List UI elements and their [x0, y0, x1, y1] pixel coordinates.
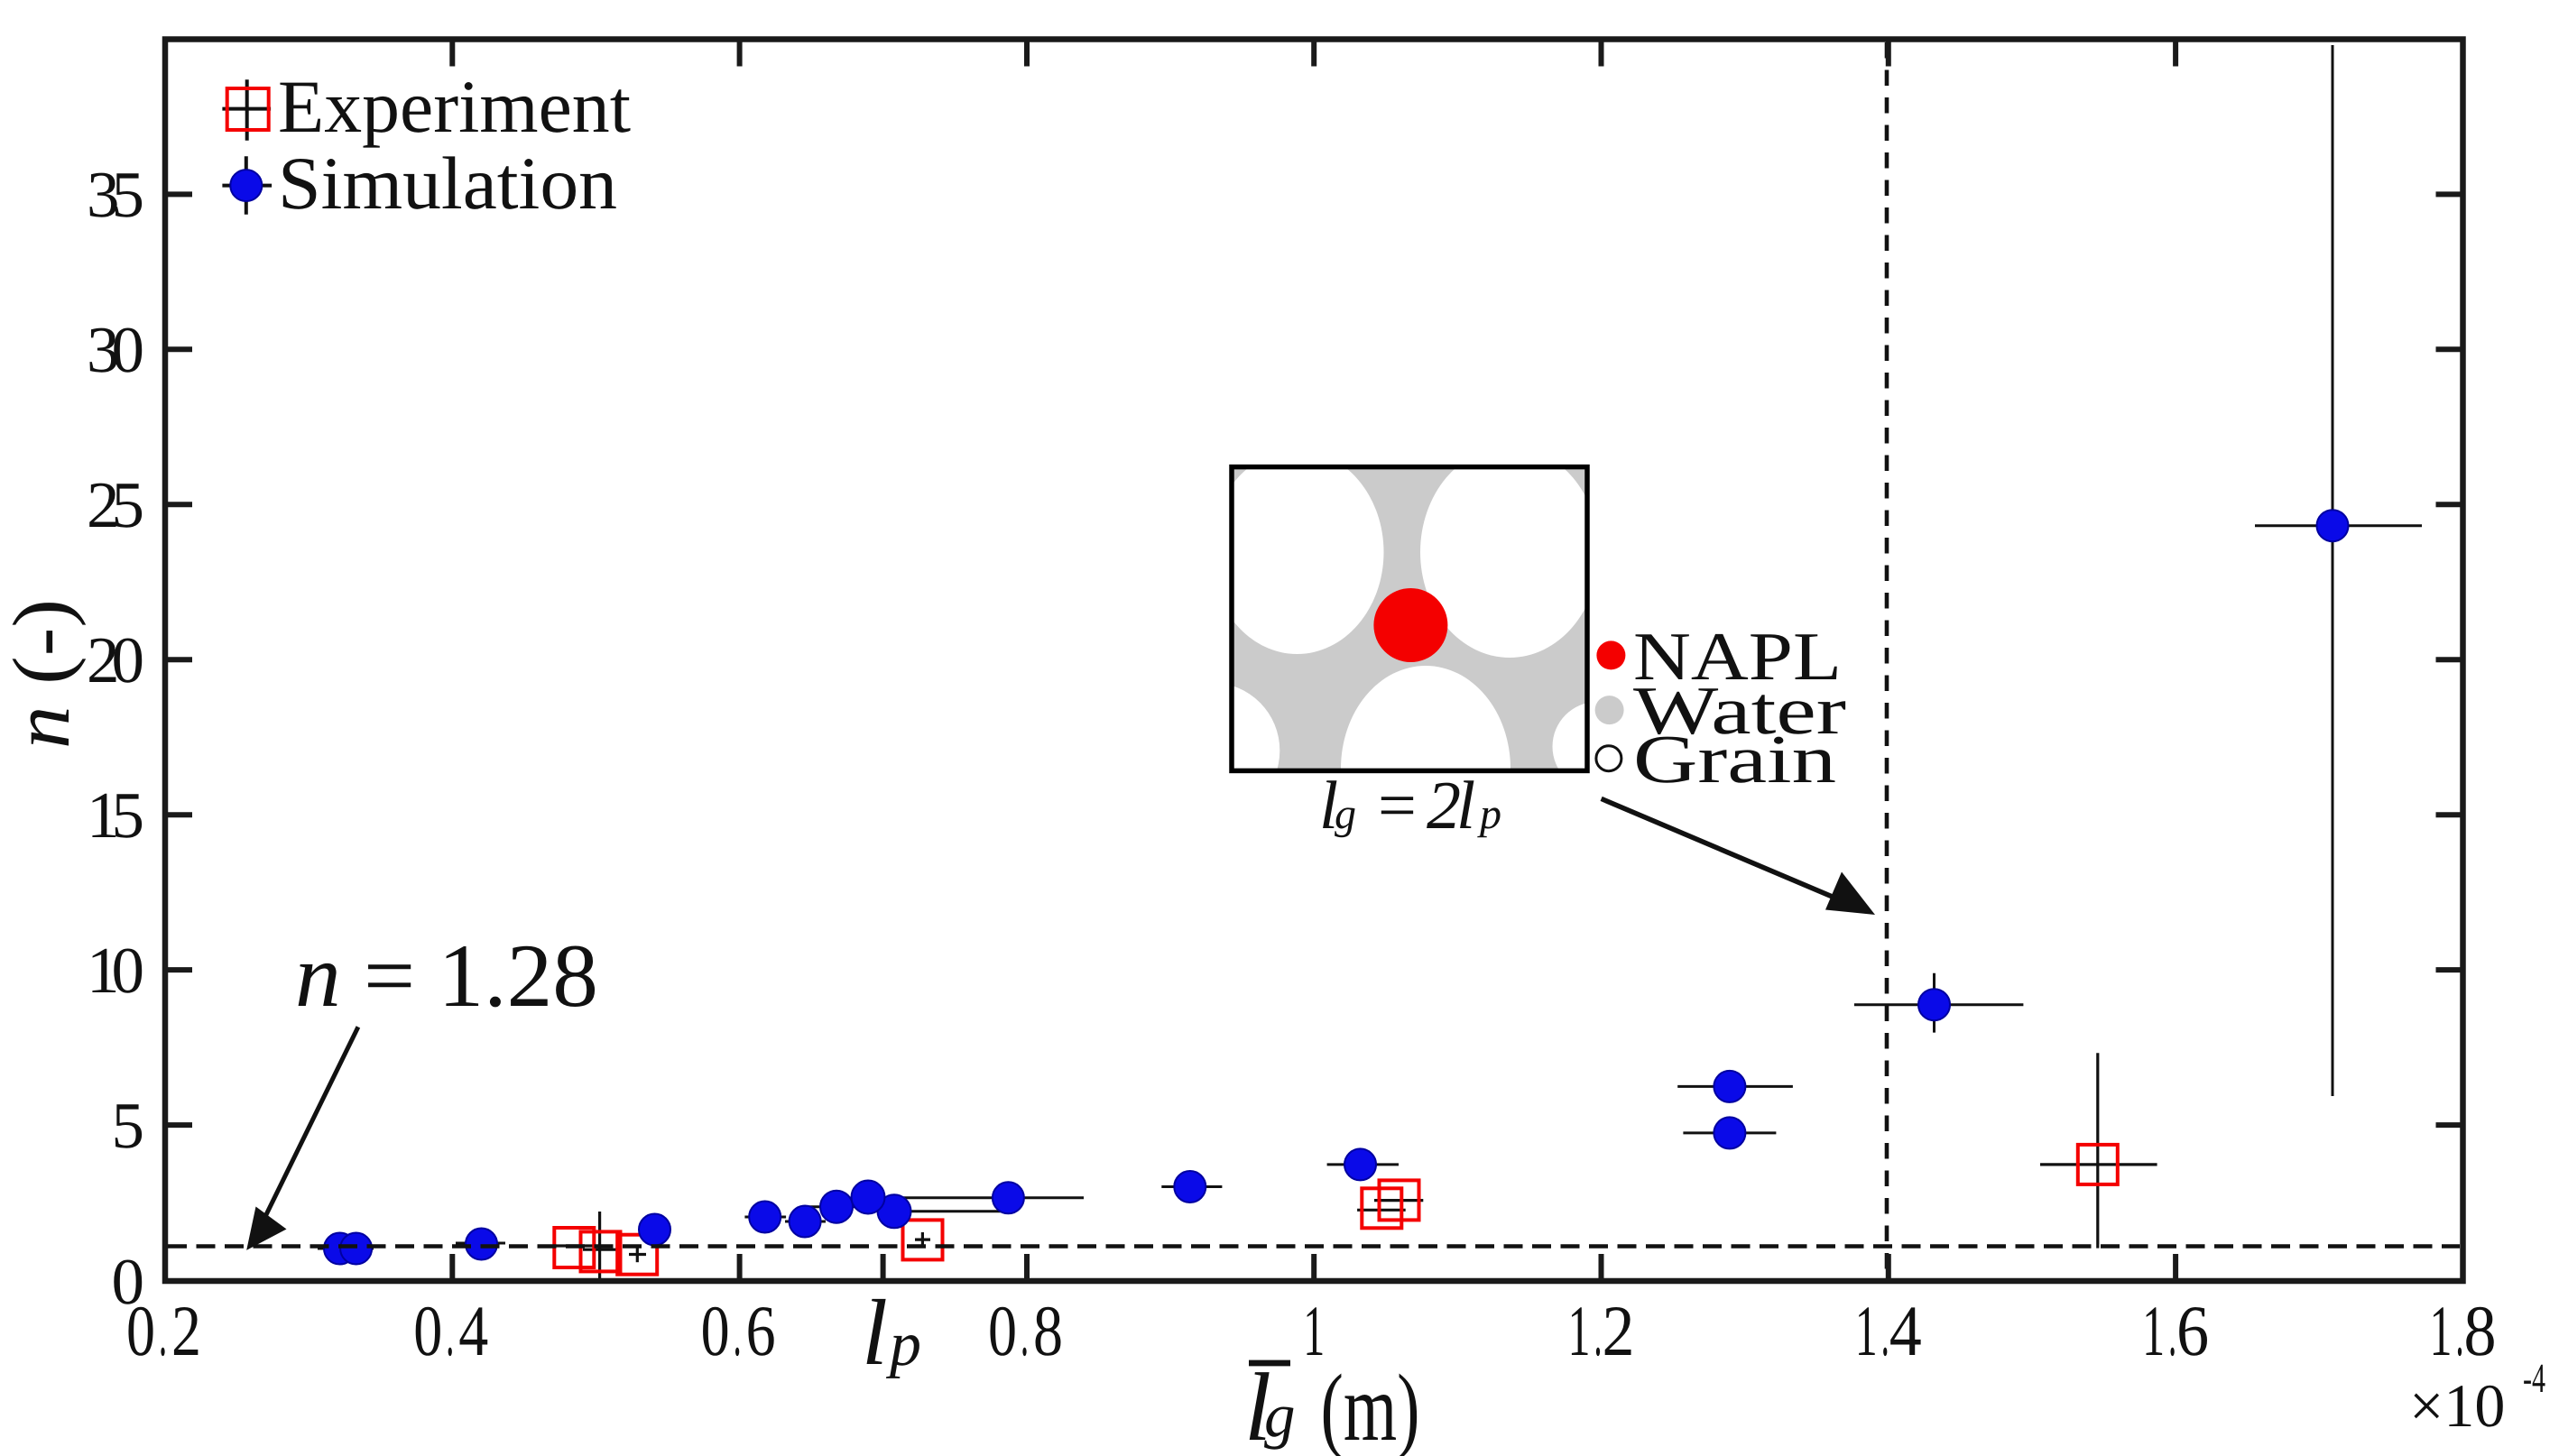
svg-text:Water: Water — [1633, 673, 1846, 749]
svg-text:1.8: 1.8 — [2430, 1292, 2497, 1371]
svg-text:Grain: Grain — [1633, 722, 1836, 797]
svg-text:Experiment: Experiment — [278, 65, 631, 148]
svg-text:1: 1 — [1303, 1292, 1325, 1371]
svg-text:-4: -4 — [2523, 1355, 2545, 1401]
svg-text:×10: ×10 — [2409, 1371, 2505, 1440]
svg-text:NAPL: NAPL — [1633, 619, 1842, 695]
svg-text:15: 15 — [87, 779, 144, 852]
svg-text:l: l — [1244, 1354, 1271, 1456]
svg-text:0.6: 0.6 — [701, 1292, 776, 1371]
svg-text:lg=2lp: lg = 2l p — [1319, 768, 1501, 843]
svg-text:l: l — [862, 1281, 888, 1385]
svg-text:0.2: 0.2 — [126, 1292, 201, 1371]
svg-text:0: 0 — [112, 1245, 145, 1318]
svg-text:n (-): n (-) — [0, 599, 87, 749]
svg-text:1.2: 1.2 — [1568, 1292, 1635, 1371]
svg-text:10: 10 — [87, 934, 144, 1007]
svg-text:35: 35 — [87, 158, 144, 231]
svg-text:5: 5 — [112, 1089, 145, 1162]
svg-text:(m): (m) — [1321, 1355, 1420, 1456]
svg-text:0.4: 0.4 — [413, 1292, 488, 1371]
svg-text:n = 1.28: n = 1.28 — [295, 926, 598, 1026]
svg-text:Simulation: Simulation — [278, 142, 617, 225]
svg-text:1.6: 1.6 — [2142, 1292, 2209, 1371]
svg-text:25: 25 — [87, 468, 144, 541]
svg-text:20: 20 — [87, 623, 144, 696]
svg-text:p: p — [885, 1310, 921, 1379]
svg-text:0.8: 0.8 — [988, 1292, 1063, 1371]
svg-text:g: g — [1264, 1381, 1296, 1450]
svg-text:30: 30 — [87, 313, 144, 386]
svg-text:1.4: 1.4 — [1855, 1292, 1922, 1371]
